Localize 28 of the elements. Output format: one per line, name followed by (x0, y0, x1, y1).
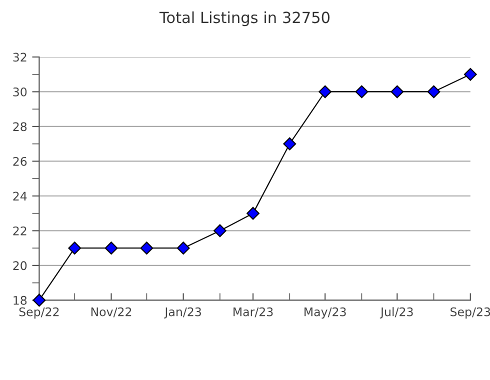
chart-title: Total Listings in 32750 (159, 11, 330, 26)
point (214, 224, 226, 238)
point (355, 85, 368, 98)
y-tick-label: 22 (13, 226, 26, 236)
y-tick-label: 18 (14, 296, 27, 305)
point (176, 242, 190, 255)
point (464, 68, 477, 81)
y-tick-label: 24 (13, 192, 27, 200)
x-tick-label: May/23 (304, 307, 346, 319)
point (318, 85, 332, 98)
x-tick-label: Jan/23 (164, 307, 201, 318)
x-tick-label: Jul/23 (380, 307, 413, 318)
x-tick-label: Sep/22 (19, 307, 59, 319)
y-tick-label: 20 (13, 261, 27, 270)
point (246, 206, 260, 220)
x-tick-label: Mar/23 (234, 307, 273, 318)
y-tick-label: 28 (13, 122, 27, 132)
point (104, 242, 118, 255)
x-tick-label: Nov/22 (91, 307, 132, 318)
y-tick-label: 32 (13, 52, 26, 62)
y-tick-label: 30 (13, 87, 27, 96)
point (427, 85, 440, 98)
y-tick-label: 26 (13, 156, 27, 166)
point (283, 137, 296, 150)
point (390, 85, 404, 98)
point (68, 242, 82, 255)
point (140, 242, 154, 255)
x-tick-label: Sep/23 (450, 307, 490, 319)
